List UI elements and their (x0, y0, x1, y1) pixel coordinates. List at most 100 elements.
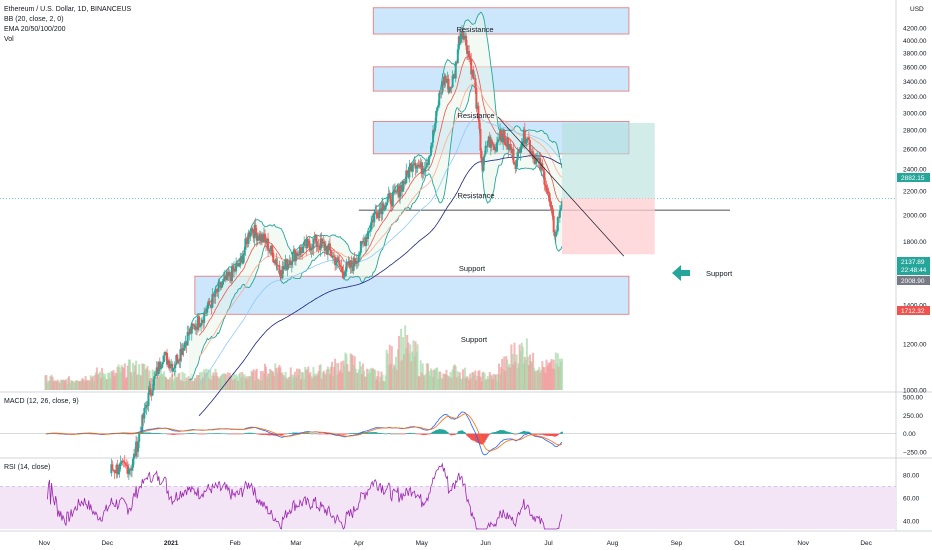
candle-body (293, 249, 296, 262)
macd-histogram-bar (448, 433, 451, 435)
macd-histogram-bar (367, 432, 370, 434)
volume-bar (438, 371, 441, 390)
candle-body (184, 341, 187, 343)
candle-body (328, 243, 331, 251)
volume-bar (256, 378, 259, 390)
candle-body (230, 266, 233, 281)
macd-histogram-bar (436, 429, 439, 434)
volume-bar (154, 377, 157, 390)
macd-histogram-bar (475, 433, 478, 443)
macd-histogram-bar (489, 433, 492, 434)
rsi-legend[interactable]: RSI (14, close) (4, 464, 50, 471)
macd-histogram-bar (305, 432, 308, 434)
macd-histogram-bar (547, 433, 550, 436)
volume-bar (327, 368, 330, 390)
bb-legend[interactable]: BB (20, close, 2, 0) (4, 16, 64, 23)
macd-histogram-bar (478, 433, 481, 444)
candle-body (345, 262, 348, 272)
volume-bar (204, 372, 207, 390)
macd-histogram-bar (260, 433, 263, 435)
macd-histogram-bar (391, 433, 394, 435)
macd-histogram-bar (545, 433, 548, 436)
candle-body (137, 441, 140, 452)
volume-bar (244, 378, 247, 390)
macd-histogram-bar (408, 433, 411, 434)
candle-body (559, 207, 562, 211)
candle-body (374, 211, 377, 214)
macd-histogram-bar (527, 431, 530, 434)
volume-bar (347, 372, 350, 390)
macd-histogram-bar (185, 433, 188, 435)
candle-body (415, 166, 418, 169)
macd-histogram-bar (238, 433, 241, 435)
macd-histogram-bar (255, 433, 258, 435)
candle-body (421, 168, 424, 174)
macd-histogram-bar (516, 433, 519, 435)
macd-histogram-bar (510, 432, 513, 434)
macd-histogram-bar (375, 432, 378, 434)
volume-bar (282, 375, 285, 390)
macd-histogram-bar (204, 433, 207, 435)
candle-body (218, 281, 221, 283)
candle-body (209, 304, 212, 306)
candle-body (142, 414, 145, 419)
ema-legend[interactable]: EMA 20/50/100/200 (4, 26, 66, 33)
macd-histogram-bar (522, 430, 525, 434)
axes: 1000.001200.001400.001600.001800.002000.… (39, 25, 928, 547)
candle-body (203, 312, 206, 323)
candle-body (482, 157, 485, 171)
candle-body (139, 431, 142, 435)
macd-pane (0, 411, 896, 456)
volume-bar (440, 378, 443, 390)
candle-body (288, 260, 291, 265)
candle-body (287, 263, 290, 265)
macd-histogram-bar (349, 433, 352, 434)
volume-bar (289, 367, 292, 390)
arrow-left-icon[interactable] (672, 265, 690, 281)
macd-histogram-bar (370, 432, 373, 434)
candle-body (357, 254, 360, 262)
candle-body (355, 260, 358, 264)
macd-histogram-bar (320, 433, 323, 435)
volume-bar (234, 378, 237, 390)
candle-body (420, 162, 423, 174)
volume-bar (523, 356, 526, 390)
candle-body (491, 144, 494, 146)
long-position-tool[interactable] (497, 116, 655, 257)
price-tick-label: 3400.00 (903, 79, 927, 86)
vol-legend[interactable]: Vol (4, 36, 14, 43)
candle-body (433, 130, 436, 132)
candle-body (379, 208, 382, 210)
macd-histogram-bar (365, 432, 368, 434)
candle-body (216, 290, 219, 292)
volume-bar (306, 369, 309, 390)
volume-bar (434, 370, 437, 390)
macd-legend[interactable]: MACD (12, 26, close, 9) (4, 398, 79, 405)
volume-bar (313, 375, 316, 390)
volume-bar (326, 366, 329, 390)
macd-histogram-bar (549, 433, 552, 436)
price-tick-label: 1800.00 (903, 239, 927, 246)
candle-body (353, 257, 356, 264)
macd-histogram-bar (539, 433, 542, 435)
volume-bar (478, 370, 481, 390)
candle-body (301, 249, 304, 253)
volume-bar (47, 380, 50, 390)
candle-body (361, 241, 364, 243)
macd-histogram-bar (235, 433, 238, 435)
macd-histogram-bar (129, 433, 132, 435)
candle-body (167, 360, 170, 365)
candle-body (305, 240, 308, 249)
svg-text:2137.89: 2137.89 (901, 259, 925, 266)
volume-bar (296, 374, 299, 390)
macd-histogram-bar (355, 433, 358, 434)
volume-bar (323, 373, 326, 390)
candle-body (432, 130, 435, 143)
macd-histogram-bar (418, 433, 421, 435)
volume-bar (505, 356, 508, 390)
volume-bar (281, 372, 284, 390)
volume-bar (176, 376, 179, 390)
macd-histogram-bar (128, 433, 131, 435)
macd-histogram-bar (56, 433, 59, 435)
macd-histogram-bar (422, 433, 425, 435)
